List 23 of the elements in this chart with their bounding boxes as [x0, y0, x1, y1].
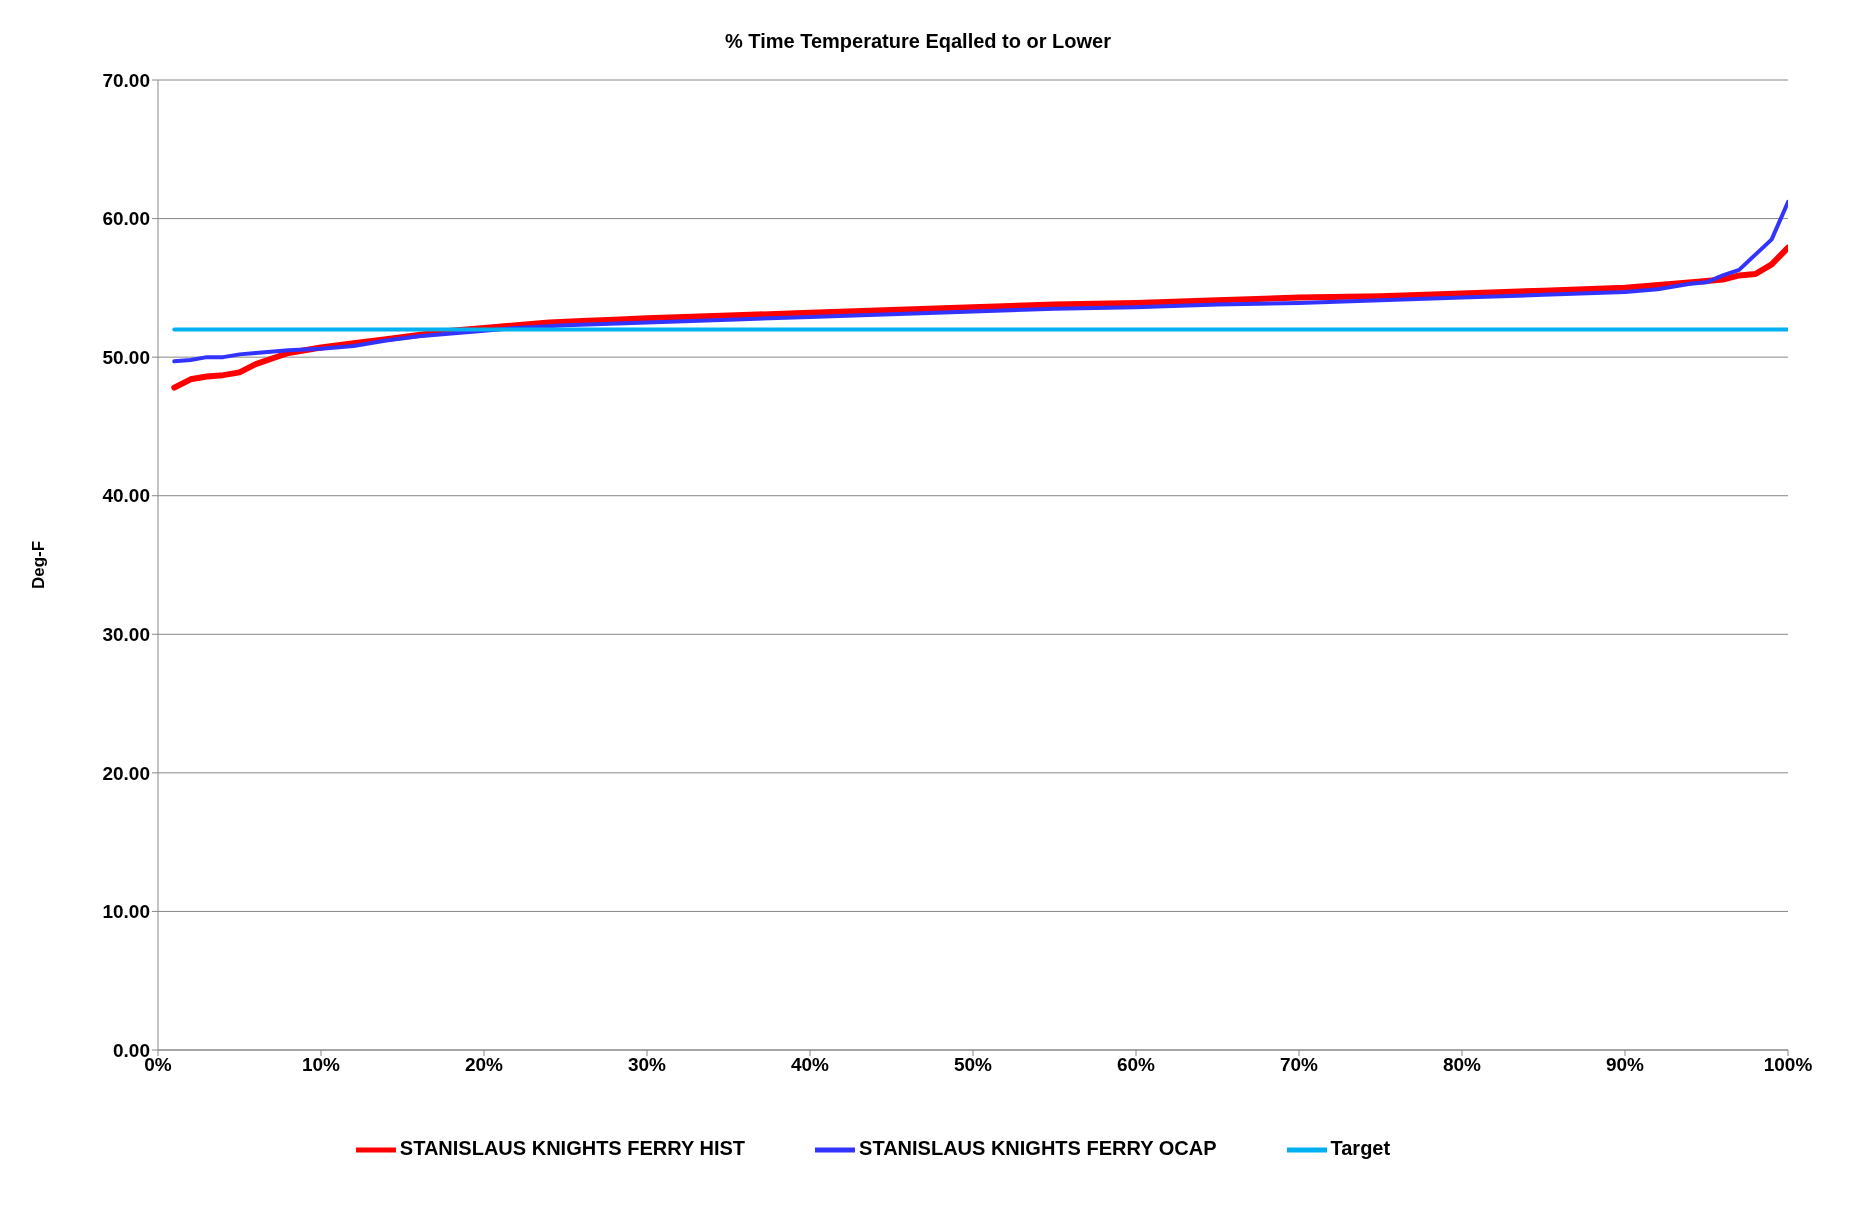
x-tick-label: 40% — [790, 1054, 830, 1076]
x-tick-label: 100% — [1763, 1054, 1813, 1076]
y-tick-label: 10.00 — [102, 901, 150, 923]
y-axis-title: Deg-F — [29, 540, 49, 590]
y-tick-label: 70.00 — [102, 69, 150, 91]
x-tick-label: 70% — [1279, 1054, 1319, 1076]
legend-label: STANISLAUS KNIGHTS FERRY OCAP — [859, 1137, 1217, 1160]
y-tick-label: 50.00 — [102, 346, 150, 368]
legend-label: Target — [1330, 1137, 1391, 1160]
x-tick-label: 90% — [1605, 1054, 1645, 1076]
y-tick-label: 30.00 — [102, 624, 150, 646]
x-tick-label: 60% — [1116, 1054, 1156, 1076]
x-tick-label: 10% — [301, 1054, 341, 1076]
y-tick-label: 40.00 — [102, 485, 150, 507]
y-tick-label: 60.00 — [102, 208, 150, 230]
x-tick-label: 20% — [464, 1054, 504, 1076]
x-tick-label: 80% — [1442, 1054, 1482, 1076]
y-tick-label: 20.00 — [102, 762, 150, 784]
legend-label: STANISLAUS KNIGHTS FERRY HIST — [399, 1137, 746, 1160]
x-tick-label: 30% — [627, 1054, 667, 1076]
x-tick-label: 50% — [953, 1054, 993, 1076]
line-series — [172, 199, 1788, 364]
chart-title: % Time Temperature Eqalled to or Lower — [724, 29, 1112, 54]
